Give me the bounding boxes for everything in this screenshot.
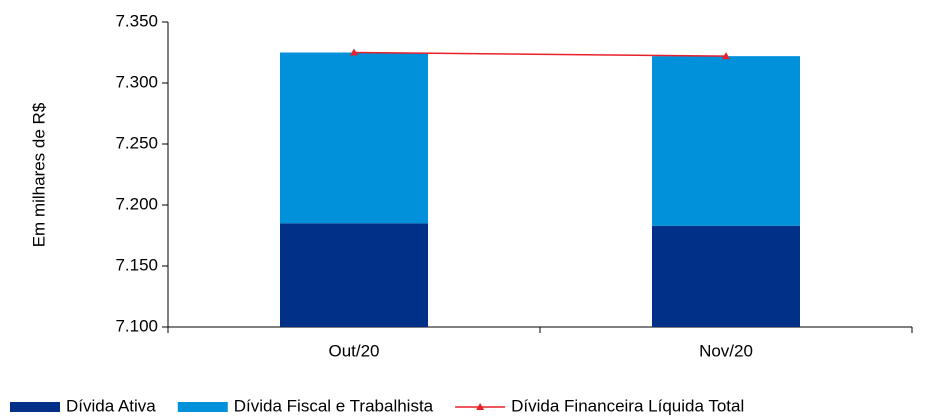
legend-marker [476, 403, 485, 410]
bar-segment [652, 225, 800, 327]
y-tick-label: 7.250 [115, 133, 158, 152]
legend-swatch [177, 402, 228, 412]
y-axis-label: Em milhares de R$ [29, 102, 48, 247]
y-tick-label: 7.300 [115, 72, 158, 91]
legend-label: Dívida Ativa [66, 396, 156, 415]
x-tick-label: Nov/20 [699, 341, 753, 360]
line-marker [350, 48, 358, 56]
y-tick-label: 7.350 [115, 11, 158, 30]
legend-label: Dívida Fiscal e Trabalhista [234, 396, 434, 415]
y-tick-label: 7.150 [115, 255, 158, 274]
bar-segment [280, 52, 428, 224]
legend-label: Dívida Financeira Líquida Total [511, 396, 744, 415]
bar-segment [280, 223, 428, 327]
y-tick-label: 7.200 [115, 194, 158, 213]
legend-swatch [10, 402, 60, 412]
line [353, 51, 727, 57]
y-tick-label: 7.100 [115, 316, 158, 335]
x-tick-label: Out/20 [328, 341, 379, 360]
bar-segment [652, 56, 800, 226]
line-marker [722, 52, 730, 60]
